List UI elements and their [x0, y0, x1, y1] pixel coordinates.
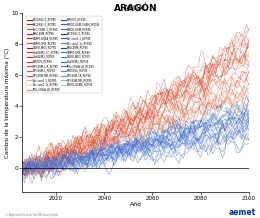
Legend: ACCESS1.0_RCP85, ACCESS1.3_RCP85, BCC-CSM1.1_RCP85, BNU-ESM_RCP85, CNRM-CM5A_RCP: ACCESS1.0_RCP85, ACCESS1.3_RCP85, BCC-CS…	[26, 16, 102, 93]
Y-axis label: Cambio de la temperatura máxima (°C): Cambio de la temperatura máxima (°C)	[4, 47, 10, 158]
X-axis label: Año: Año	[129, 202, 142, 207]
Text: © Agencia Estatal de Meteorología: © Agencia Estatal de Meteorología	[5, 213, 58, 217]
Title: ARAGÓN: ARAGÓN	[114, 4, 157, 13]
Text: ANUAL: ANUAL	[124, 5, 147, 11]
Text: aemet: aemet	[229, 208, 256, 217]
